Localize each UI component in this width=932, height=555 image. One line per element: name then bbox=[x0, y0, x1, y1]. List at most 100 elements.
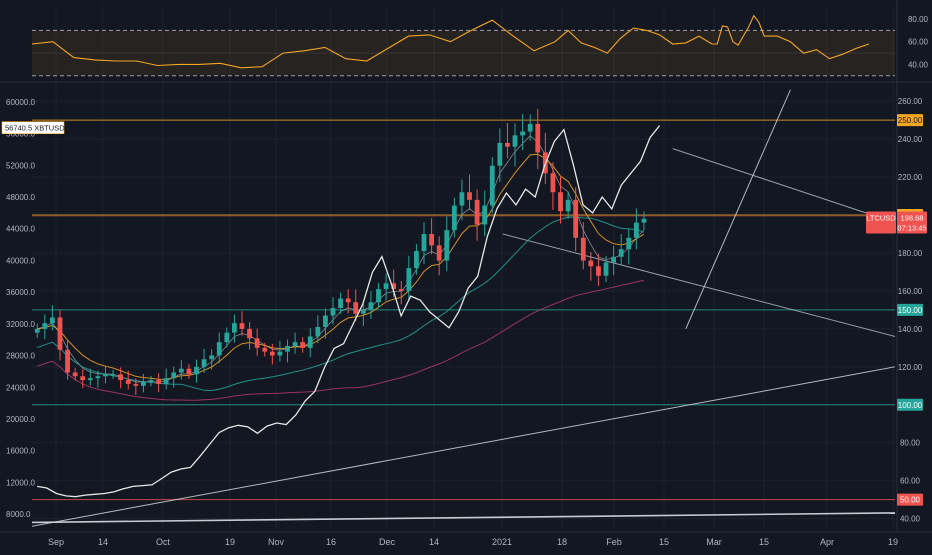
left-tick-label: 40000.0 bbox=[6, 256, 35, 265]
level-badge bbox=[897, 398, 923, 411]
candle-body bbox=[87, 378, 93, 381]
right-tick-label: 160.00 bbox=[898, 287, 923, 296]
candle-body bbox=[474, 199, 480, 225]
candle-body bbox=[338, 298, 343, 308]
candle-body bbox=[573, 199, 579, 238]
level-badge-text: 250.00 bbox=[898, 116, 923, 125]
candle-body bbox=[398, 289, 404, 291]
candle-body bbox=[558, 192, 563, 212]
x-tick-label: Apr bbox=[820, 537, 834, 547]
candle-body bbox=[376, 289, 381, 303]
candle-body bbox=[406, 268, 412, 291]
horizontal-levels bbox=[32, 119, 895, 501]
candle-body bbox=[330, 308, 336, 316]
left-tick-label: 60000.0 bbox=[6, 98, 35, 107]
level-badge-text: 100.00 bbox=[898, 401, 923, 410]
trendline bbox=[672, 148, 896, 224]
price-badge bbox=[897, 211, 927, 234]
left-tick-label: 32000.0 bbox=[6, 320, 35, 329]
candle-body bbox=[603, 262, 609, 276]
candle-body bbox=[224, 332, 230, 343]
rsi-tick-label: 80.00 bbox=[908, 15, 929, 24]
trendline bbox=[502, 233, 896, 337]
candle-body bbox=[72, 372, 78, 377]
candle-body bbox=[163, 378, 169, 384]
price-badge-symbol bbox=[866, 211, 896, 234]
candle-body bbox=[482, 205, 488, 225]
candle-body bbox=[353, 302, 359, 314]
candle-body bbox=[95, 376, 101, 379]
right-tick-label: 80.00 bbox=[900, 439, 921, 448]
candle-body bbox=[459, 192, 465, 206]
x-tick-label: 19 bbox=[225, 537, 235, 547]
candle-body bbox=[611, 256, 617, 263]
candle-body bbox=[156, 380, 161, 384]
x-tick-label: Dec bbox=[379, 537, 396, 547]
candle-body bbox=[201, 359, 207, 367]
ma-line bbox=[37, 153, 645, 380]
candle-body bbox=[49, 317, 55, 324]
right-tick-label: 60.00 bbox=[900, 477, 921, 486]
left-tick-label: 56000.0 bbox=[6, 130, 35, 139]
candle-body bbox=[391, 283, 397, 290]
candle-body bbox=[633, 222, 639, 238]
candle-body bbox=[141, 382, 146, 386]
x-tick-label: Mar bbox=[706, 537, 722, 547]
candle-body bbox=[133, 383, 139, 386]
x-tick-label: Sep bbox=[48, 537, 64, 547]
x-tick-label: Nov bbox=[268, 537, 285, 547]
level-badge bbox=[897, 493, 923, 506]
right-tick-label: 220.00 bbox=[898, 173, 923, 182]
candle-body bbox=[254, 338, 260, 348]
candle-body bbox=[580, 237, 586, 261]
right-tick-label: 240.00 bbox=[898, 135, 923, 144]
candle-body bbox=[451, 205, 457, 231]
candle-body bbox=[512, 135, 518, 147]
candle-body bbox=[118, 374, 124, 381]
candle-body bbox=[269, 351, 275, 356]
x-tick-label: 19 bbox=[888, 537, 898, 547]
x-tick-label: 16 bbox=[326, 537, 336, 547]
left-tick-label: 44000.0 bbox=[6, 225, 35, 234]
candle-body bbox=[505, 142, 510, 147]
ma-line bbox=[37, 279, 645, 401]
left-tick-label: 48000.0 bbox=[6, 193, 35, 202]
level-badge-text: 150.00 bbox=[898, 306, 923, 315]
candle-body bbox=[57, 317, 63, 350]
rsi-panel bbox=[31, 14, 895, 77]
x-tick-label: 18 bbox=[557, 537, 567, 547]
x-tick-label: Feb bbox=[606, 537, 622, 547]
candle-body bbox=[497, 142, 503, 166]
btc-overlay bbox=[37, 125, 661, 498]
level-badge bbox=[897, 114, 923, 127]
trendline bbox=[685, 89, 791, 330]
candle-body bbox=[444, 230, 450, 261]
candle-body bbox=[65, 349, 70, 373]
x-tick-label: 14 bbox=[429, 537, 439, 547]
candle-body bbox=[171, 372, 177, 379]
candle-body bbox=[80, 376, 86, 381]
candle-body bbox=[596, 266, 601, 276]
left-tick-label: 28000.0 bbox=[6, 352, 35, 361]
trendline bbox=[31, 512, 896, 524]
candle-body bbox=[178, 368, 184, 373]
right-tick-label: 120.00 bbox=[898, 363, 923, 372]
candle-body bbox=[360, 309, 366, 314]
candle-body bbox=[489, 165, 495, 206]
candle-body bbox=[194, 366, 199, 375]
candle-body bbox=[239, 323, 245, 329]
x-tick-label: 15 bbox=[659, 537, 669, 547]
candle-body bbox=[641, 218, 647, 223]
right-tick-label: 260.00 bbox=[898, 97, 923, 106]
btc-line bbox=[37, 125, 661, 498]
price-badge-countdown: 07:13:45 bbox=[897, 224, 926, 233]
candle-body bbox=[626, 237, 632, 250]
left-tick-label: 16000.0 bbox=[6, 447, 35, 456]
candle-body bbox=[125, 380, 131, 384]
candle-body bbox=[414, 251, 419, 269]
candle-body bbox=[103, 374, 108, 377]
candle-body bbox=[216, 342, 222, 356]
candle-body bbox=[345, 298, 351, 303]
price-badge-price: 198.68 bbox=[901, 214, 924, 223]
